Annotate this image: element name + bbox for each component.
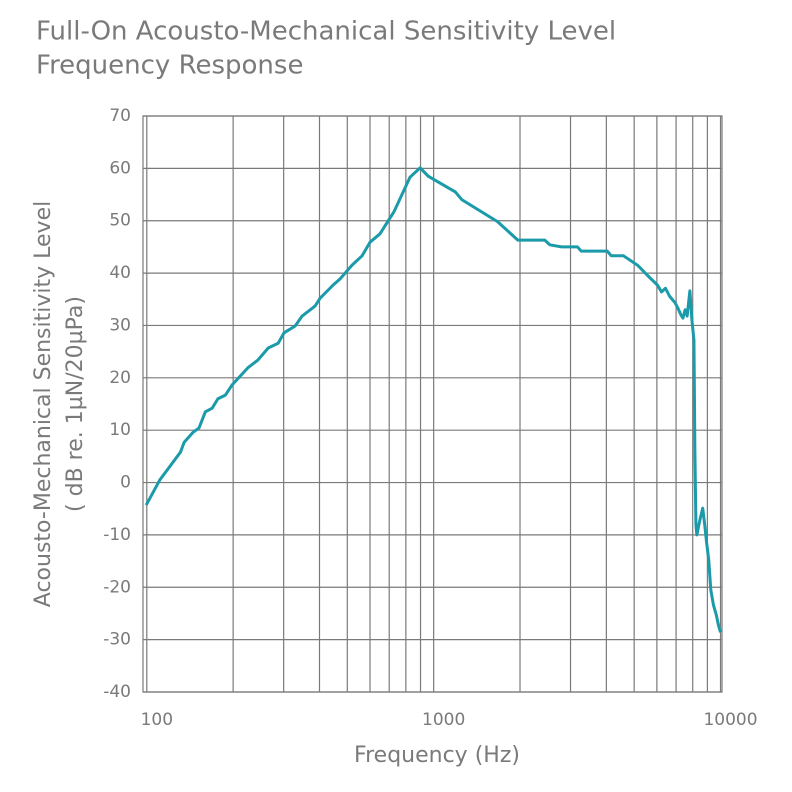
y-tick-label: 40: [109, 263, 131, 283]
y-tick-label: 20: [109, 368, 131, 388]
y-tick-label: -30: [103, 630, 131, 650]
y-tick-label: -20: [103, 577, 131, 597]
y-axis-label: Acousto-Mechanical Sensitivity Level: [31, 201, 56, 607]
data-line: [144, 166, 722, 633]
y-tick-label: -40: [103, 682, 131, 702]
y-tick-label: -10: [103, 525, 131, 545]
y-tick-label: 50: [109, 211, 131, 231]
y-axis-label: ( dB re. 1µN/20µPa): [63, 296, 88, 512]
y-tick-label: 10: [109, 420, 131, 440]
chart-title: Full-On Acousto-Mechanical Sensitivity L…: [36, 17, 616, 47]
x-tick-label: 100: [141, 710, 173, 730]
y-tick-label: 0: [120, 473, 131, 493]
chart-title: Frequency Response: [36, 51, 303, 81]
y-tick-label: 70: [109, 106, 131, 126]
x-axis-label: Frequency (Hz): [354, 743, 520, 768]
y-tick-label: 30: [109, 315, 131, 335]
x-tick-label: 10000: [703, 710, 757, 730]
x-tick-label: 1000: [422, 710, 465, 730]
y-tick-label: 60: [109, 158, 131, 178]
plot-frame: [142, 115, 723, 693]
